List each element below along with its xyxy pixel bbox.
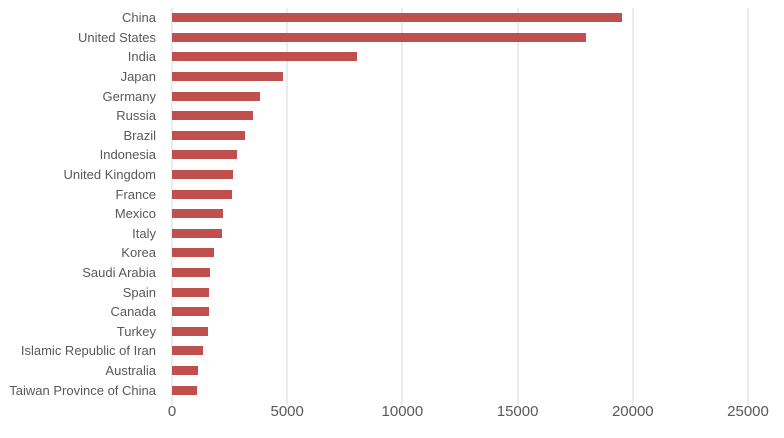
- bar-mexico: [172, 209, 224, 219]
- bar-japan: [172, 72, 284, 82]
- category-label-spain: Spain: [122, 284, 156, 300]
- value-axis-labels: 0 5000 10000 15000 20000 25000: [168, 403, 769, 421]
- x-tick-label-20000: 20000: [611, 403, 654, 420]
- gridline-5000: [286, 8, 288, 405]
- bar-row-spain: [172, 282, 748, 302]
- category-label-india: India: [127, 49, 156, 65]
- category-label-korea: Korea: [121, 245, 156, 261]
- category-label-france: France: [115, 186, 156, 202]
- bar-row-korea: [172, 243, 748, 263]
- bar-saudi-arabia: [172, 268, 211, 278]
- bar-row-indonesia: [172, 145, 748, 165]
- category-label-china: China: [122, 10, 156, 26]
- bar-islamic-republic-of-iran: [172, 346, 203, 356]
- bar-france: [172, 189, 232, 199]
- category-label-indonesia: Indonesia: [99, 147, 156, 163]
- category-label-germany: Germany: [102, 88, 156, 104]
- bar-row-italy: [172, 224, 748, 244]
- category-label-turkey: Turkey: [116, 323, 156, 339]
- category-label-canada: Canada: [110, 304, 156, 320]
- gridline-20000: [632, 8, 634, 405]
- bar-row-mexico: [172, 204, 748, 224]
- category-label-italy: Italy: [132, 225, 156, 241]
- bar-italy: [172, 228, 222, 238]
- bar-row-united-kingdom: [172, 165, 748, 185]
- category-label-islamic-republic-of-iran: Islamic Republic of Iran: [20, 343, 156, 359]
- bar-row-russia: [172, 106, 748, 126]
- bar-row-france: [172, 184, 748, 204]
- category-label-united-states: United States: [77, 29, 156, 45]
- bar-row-islamic-republic-of-iran: [172, 341, 748, 361]
- x-tick-label-15000: 15000: [496, 403, 539, 420]
- bar-row-india: [172, 47, 748, 67]
- bar-china: [172, 13, 622, 23]
- gridline-10000: [401, 8, 403, 405]
- bar-row-saudi-arabia: [172, 263, 748, 283]
- bar-germany: [172, 91, 260, 101]
- category-label-mexico: Mexico: [114, 206, 156, 222]
- value-axis-line: [171, 8, 173, 405]
- bar-row-china: [172, 8, 748, 28]
- bar-canada: [172, 307, 210, 317]
- bar-india: [172, 52, 358, 62]
- bar-row-taiwan-province-of-china: [172, 380, 748, 400]
- category-label-saudi-arabia: Saudi Arabia: [82, 265, 156, 281]
- bar-row-australia: [172, 361, 748, 381]
- category-label-japan: Japan: [120, 69, 156, 85]
- gridline-25000: [747, 8, 749, 405]
- category-label-taiwan-province-of-china: Taiwan Province of China: [9, 382, 156, 398]
- bar-indonesia: [172, 150, 238, 160]
- category-axis-labels: China United States India Japan Germany Russi…: [0, 8, 164, 400]
- bar-row-united-states: [172, 28, 748, 48]
- bar-row-brazil: [172, 126, 748, 146]
- bar-row-japan: [172, 67, 748, 87]
- bar-row-germany: [172, 86, 748, 106]
- bar-korea: [172, 248, 214, 258]
- category-label-united-kingdom: United Kingdom: [63, 167, 157, 183]
- category-label-australia: Australia: [105, 362, 156, 378]
- category-label-russia: Russia: [116, 108, 156, 124]
- bar-united-kingdom: [172, 170, 233, 180]
- bar-united-states: [172, 32, 586, 42]
- bar-taiwan-province-of-china: [172, 385, 197, 395]
- bar-row-canada: [172, 302, 748, 322]
- plot-area: [171, 8, 749, 405]
- bar-brazil: [172, 130, 245, 140]
- x-tick-label-5000: 5000: [270, 403, 304, 420]
- bar-turkey: [172, 326, 209, 336]
- category-label-brazil: Brazil: [123, 127, 156, 143]
- bar-russia: [172, 111, 254, 121]
- bars-group: [172, 8, 748, 400]
- gridline-15000: [517, 8, 519, 405]
- x-tick-label-0: 0: [167, 403, 177, 420]
- bar-row-turkey: [172, 322, 748, 342]
- bar-spain: [172, 287, 210, 297]
- bar-australia: [172, 365, 198, 375]
- x-tick-label-25000: 25000: [727, 403, 769, 420]
- x-tick-label-10000: 10000: [381, 403, 424, 420]
